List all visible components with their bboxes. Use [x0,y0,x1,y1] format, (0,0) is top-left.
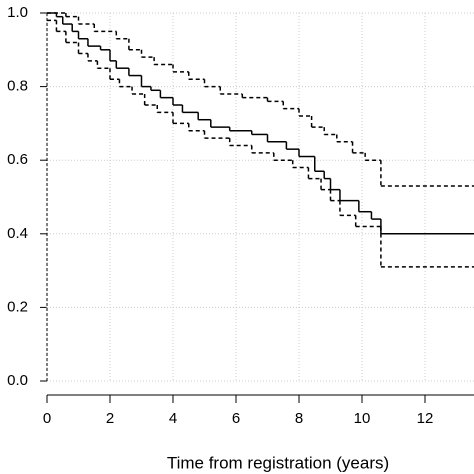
y-tick-label: 0.0 [7,372,28,389]
x-tick-label: 12 [417,410,434,427]
y-tick-label: 0.4 [7,225,28,242]
y-tick-label: 1.0 [7,4,28,21]
x-tick-label: 4 [169,410,177,427]
x-tick-label: 0 [43,410,51,427]
x-tick-label: 10 [354,410,371,427]
x-tick-label: 2 [106,410,114,427]
y-tick-label: 0.2 [7,298,28,315]
y-tick-label: 0.6 [7,151,28,168]
x-tick-label: 6 [232,410,240,427]
x-tick-label: 8 [295,410,303,427]
x-axis-label: Time from registration (years) [167,453,389,472]
y-tick-label: 0.8 [7,78,28,95]
